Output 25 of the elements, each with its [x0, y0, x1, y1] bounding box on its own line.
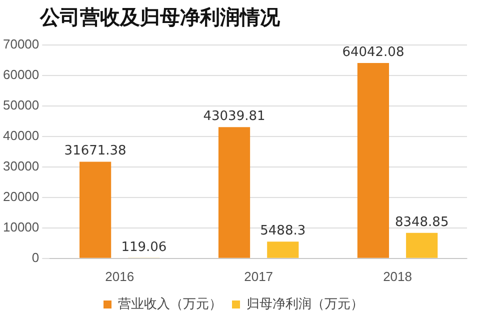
y-tick-label: 50000	[2, 97, 40, 112]
data-label: 119.06	[121, 240, 167, 255]
x-tick-label: 2016	[105, 268, 134, 284]
y-tick-label: 10000	[2, 219, 40, 234]
y-tick-label: 30000	[2, 158, 40, 174]
bar	[267, 242, 299, 258]
data-label: 64042.08	[342, 44, 404, 60]
data-label: 5488.3	[260, 224, 306, 239]
y-tick-label: 70000	[2, 36, 40, 52]
data-label: 31671.38	[64, 144, 126, 159]
bar	[80, 162, 112, 258]
y-tick-label: 20000	[2, 188, 40, 204]
y-tick-label: 60000	[2, 66, 40, 82]
bar	[406, 232, 438, 258]
bar	[357, 62, 390, 258]
data-label: 43039.81	[203, 108, 266, 124]
x-tick-label: 2018	[383, 268, 412, 284]
legend-label: 营业收入（万元）	[118, 296, 222, 312]
legend-label: 归母净利润（万元）	[246, 296, 364, 312]
x-tick-label: 2017	[244, 268, 274, 284]
y-tick-label: 40000	[2, 128, 40, 143]
chart-title: 公司营收及归母净利润情况	[40, 4, 280, 31]
y-tick-label: 0	[32, 250, 40, 265]
data-label: 8348.85	[394, 214, 449, 230]
bar	[218, 127, 250, 258]
